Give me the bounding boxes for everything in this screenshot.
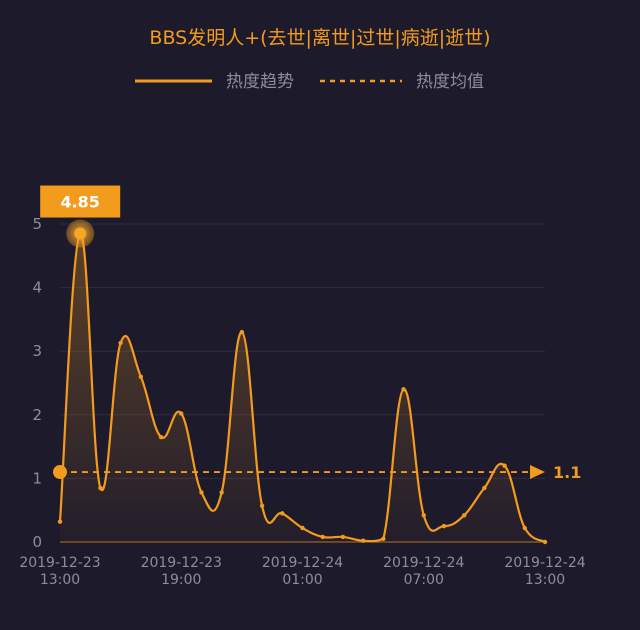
data-point[interactable] <box>118 340 123 346</box>
x-tick-label: 2019-12-24 <box>504 555 585 571</box>
data-point[interactable] <box>401 387 406 392</box>
x-tick-label: 2019-12-23 <box>141 555 222 571</box>
legend-mean-label[interactable]: 热度均值 <box>416 72 484 92</box>
chart-title: BBS发明人+(去世|离世|过世|病逝|逝世) <box>149 27 490 49</box>
data-point[interactable] <box>158 434 164 440</box>
data-point[interactable] <box>381 536 386 542</box>
data-point[interactable] <box>280 511 285 516</box>
max-label-box <box>40 185 121 218</box>
data-point[interactable] <box>542 539 548 545</box>
data-point[interactable] <box>219 490 224 495</box>
data-point[interactable] <box>482 485 487 491</box>
max-point-dot <box>74 227 87 240</box>
y-tick-label: 5 <box>32 215 42 233</box>
max-marker: 4.85 <box>40 185 121 248</box>
data-point[interactable] <box>441 523 447 529</box>
legend: 热度趋势 热度均值 <box>135 72 484 92</box>
x-tick-label: 2019-12-24 <box>262 555 343 571</box>
max-value-label: 4.85 <box>60 193 99 212</box>
data-point[interactable] <box>98 485 103 491</box>
data-point[interactable] <box>57 519 63 524</box>
x-tick-label: 13:00 <box>525 572 565 588</box>
data-point[interactable] <box>461 513 467 518</box>
data-point[interactable] <box>320 534 325 540</box>
data-point[interactable] <box>239 329 245 335</box>
data-point[interactable] <box>522 525 527 531</box>
trend-line <box>58 232 546 543</box>
data-point[interactable] <box>421 513 426 518</box>
grid <box>60 223 545 543</box>
x-tick-label: 2019-12-23 <box>19 555 100 571</box>
x-tick-label: 2019-12-24 <box>383 555 464 571</box>
y-tick-label: 4 <box>32 279 42 297</box>
data-point[interactable] <box>259 503 265 508</box>
data-point[interactable] <box>300 525 305 531</box>
x-axis: 2019-12-2313:002019-12-2319:002019-12-24… <box>19 555 585 588</box>
data-point[interactable] <box>502 463 507 468</box>
mean-arrow-icon <box>530 465 545 480</box>
legend-trend-label[interactable]: 热度趋势 <box>226 72 294 92</box>
mean-value-label: 1.1 <box>553 463 581 482</box>
x-tick-label: 01:00 <box>282 572 322 588</box>
y-tick-label: 0 <box>32 533 42 551</box>
data-point[interactable] <box>179 411 184 416</box>
y-axis: 0 1 2 3 4 5 <box>32 215 42 551</box>
x-tick-label: 19:00 <box>161 572 201 588</box>
data-point[interactable] <box>340 534 346 540</box>
x-tick-label: 07:00 <box>404 572 444 588</box>
y-tick-label: 1 <box>32 469 42 487</box>
data-point[interactable] <box>138 374 144 379</box>
y-tick-label: 2 <box>32 406 42 424</box>
data-point[interactable] <box>360 538 366 543</box>
y-tick-label: 3 <box>32 342 42 360</box>
x-tick-label: 13:00 <box>40 572 80 588</box>
trend-area <box>60 233 545 543</box>
mean-start-dot <box>53 465 67 480</box>
mean-line-group: 1.1 <box>53 463 581 482</box>
data-point[interactable] <box>199 490 204 495</box>
